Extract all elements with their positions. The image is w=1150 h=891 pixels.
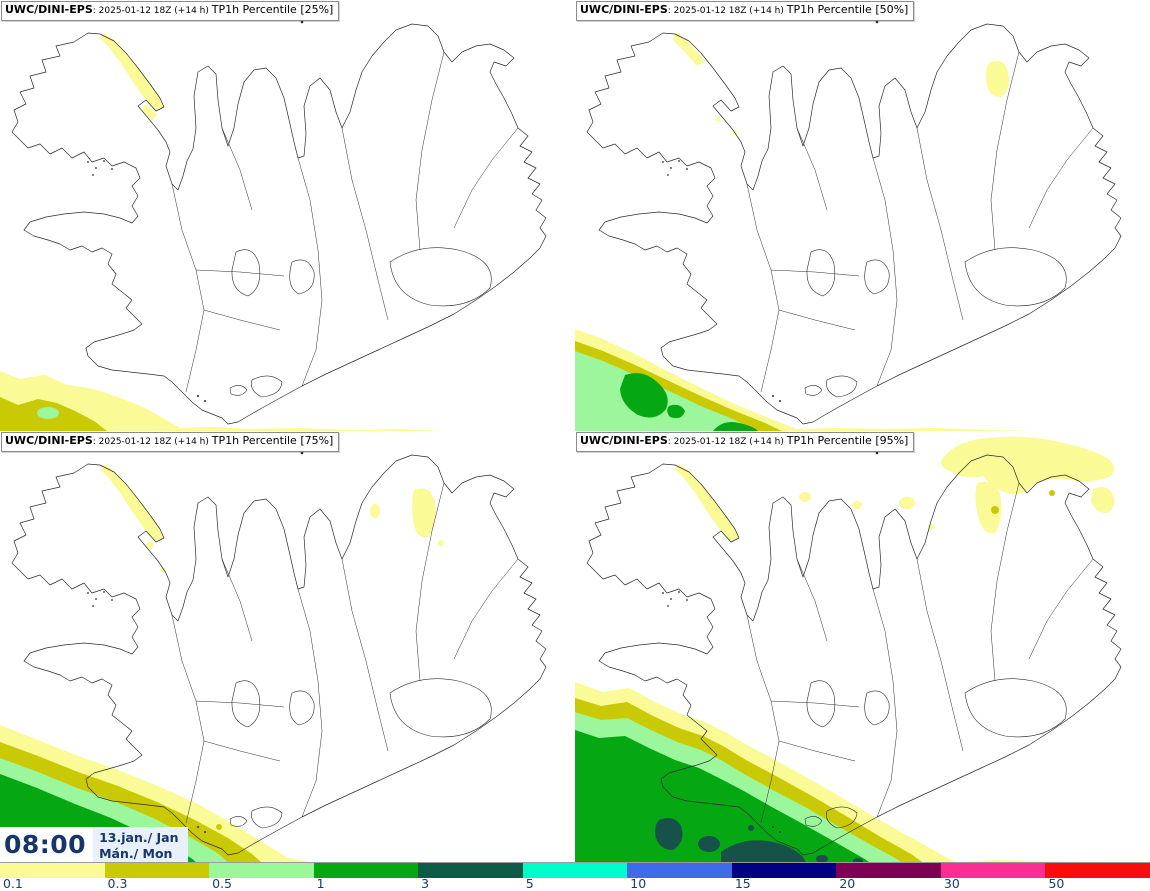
init-time: : 2025-01-12 18Z (+14 h) <box>92 437 212 447</box>
precip-blob-dark-teal <box>816 855 828 862</box>
precip-blob-dark-teal <box>748 825 754 831</box>
precip-overlay-25 <box>0 33 445 431</box>
legend-tick-label: 0.5 <box>212 876 232 891</box>
precip-blob-dark-teal <box>698 836 720 852</box>
coastline-layer <box>586 20 1122 425</box>
legend-segment-5 <box>522 863 628 878</box>
legend-tick-label: 15 <box>734 876 751 891</box>
legend-segment-1 <box>313 863 419 878</box>
map-image-75 <box>0 451 547 862</box>
legend-labels: 0.1 0.3 0.5 1 3 5 10 15 20 30 50 <box>0 876 1150 891</box>
legend-segment-0.3 <box>104 863 210 878</box>
legend-segment-50 <box>1045 863 1150 878</box>
valid-time-label: 08:00 13.jan./ Jan Mán./ Mon <box>0 827 188 862</box>
precip-band-light-green <box>575 351 756 431</box>
legend-tick-label: 0.1 <box>3 876 23 891</box>
legend-bar <box>0 863 1150 878</box>
parameter-label: TP1h Percentile [50%] <box>786 3 909 16</box>
precip-spot-light-yellow <box>370 504 380 518</box>
precip-band-light-yellow <box>100 464 164 541</box>
precip-spot-light-yellow <box>160 567 166 573</box>
legend-tick-label: 5 <box>525 876 534 891</box>
map-image-95 <box>575 436 1122 862</box>
parameter-label: TP1h Percentile [95%] <box>786 434 909 447</box>
legend-tick-label: 20 <box>839 876 856 891</box>
product-name: UWC/DINI-EPS <box>5 3 93 16</box>
legend-tick-label: 50 <box>1048 876 1065 891</box>
valid-time-weekday-line: Mán./ Mon <box>99 846 173 862</box>
precip-spot-light-yellow <box>799 492 811 502</box>
precip-blob-dark-teal <box>853 858 863 862</box>
panel-title-50: UWC/DINI-EPS: 2025-01-12 18Z (+14 h) TP1… <box>576 1 915 21</box>
panel-title-75: UWC/DINI-EPS: 2025-01-12 18Z (+14 h) TP1… <box>1 432 340 452</box>
product-name: UWC/DINI-EPS <box>580 3 668 16</box>
precip-patch-light-yellow <box>1091 487 1115 513</box>
precip-band-light-yellow <box>142 104 157 121</box>
precip-spot-olive <box>216 824 222 830</box>
legend-tick-label: 3 <box>421 876 430 891</box>
precip-band-green <box>575 730 869 862</box>
precip-overlay-75 <box>0 464 444 862</box>
legend-segment-3 <box>418 863 523 878</box>
product-name: UWC/DINI-EPS <box>5 434 93 447</box>
legend-segment-10 <box>627 863 732 878</box>
legend-tick-label: 1 <box>316 876 325 891</box>
init-time: : 2025-01-12 18Z (+14 h) <box>92 6 212 16</box>
precip-spot-light-yellow <box>412 488 436 538</box>
legend-tick-label: 10 <box>630 876 647 891</box>
precip-band-light-yellow <box>100 33 164 110</box>
precip-spot-light-yellow <box>899 497 915 509</box>
precip-blob-green <box>667 404 685 419</box>
precip-band-light-yellow <box>673 32 705 66</box>
legend-tick-label: 30 <box>943 876 960 891</box>
panel-title-95: UWC/DINI-EPS: 2025-01-12 18Z (+14 h) TP1… <box>576 432 915 452</box>
precip-patch-light-yellow <box>975 481 1002 534</box>
product-name: UWC/DINI-EPS <box>580 434 668 447</box>
coastline-layer <box>11 20 547 425</box>
map-image-50 <box>575 20 1122 431</box>
parameter-label: TP1h Percentile [75%] <box>211 434 334 447</box>
precip-blob-green <box>713 422 758 431</box>
precip-spot-light-yellow <box>438 540 444 546</box>
legend-segment-30 <box>940 863 1046 878</box>
precip-spot-light-yellow <box>985 60 1010 97</box>
init-time: : 2025-01-12 18Z (+14 h) <box>667 6 787 16</box>
valid-time-date-line: 13.jan./ Jan <box>99 830 179 845</box>
precip-spot-olive <box>991 506 999 514</box>
precip-overlay-95 <box>575 436 1115 862</box>
precip-spot-olive <box>1049 490 1055 496</box>
precip-blob-dark-teal <box>655 818 683 850</box>
legend-segment-0.1 <box>0 863 105 878</box>
map-panel-percentile-95: UWC/DINI-EPS: 2025-01-12 18Z (+14 h) TP1… <box>575 431 1150 862</box>
panel-title-25: UWC/DINI-EPS: 2025-01-12 18Z (+14 h) TP1… <box>1 1 340 21</box>
map-panel-percentile-75: UWC/DINI-EPS: 2025-01-12 18Z (+14 h) TP1… <box>0 431 575 862</box>
precip-band-light-yellow <box>675 464 739 541</box>
precip-band-light-yellow <box>0 371 445 431</box>
legend-segment-0.5 <box>209 863 314 878</box>
precip-patch-light-yellow <box>940 436 1115 495</box>
map-panel-percentile-50: UWC/DINI-EPS: 2025-01-12 18Z (+14 h) TP1… <box>575 0 1150 431</box>
map-image-25 <box>0 20 547 431</box>
init-time: : 2025-01-12 18Z (+14 h) <box>667 437 787 447</box>
parameter-label: TP1h Percentile [25%] <box>211 3 334 16</box>
precip-blob-dark-teal <box>721 840 806 862</box>
precip-spot-light-yellow <box>146 541 154 549</box>
precip-spot-light-green <box>37 407 59 419</box>
valid-time-date: 13.jan./ Jan Mán./ Mon <box>93 827 188 862</box>
precip-blob-green <box>620 373 668 418</box>
legend-segment-15 <box>731 863 837 878</box>
legend-segment-20 <box>836 863 941 878</box>
precip-overlay-50 <box>575 32 1035 431</box>
colorbar: 0.1 0.3 0.5 1 3 5 10 15 20 30 50 <box>0 862 1150 891</box>
valid-time-clock: 08:00 <box>0 827 94 862</box>
legend-tick-label: 0.3 <box>107 876 128 891</box>
map-panel-percentile-25: UWC/DINI-EPS: 2025-01-12 18Z (+14 h) TP1… <box>0 0 575 431</box>
precip-spot-light-yellow <box>852 501 862 509</box>
precip-spot-light-yellow <box>715 116 721 122</box>
